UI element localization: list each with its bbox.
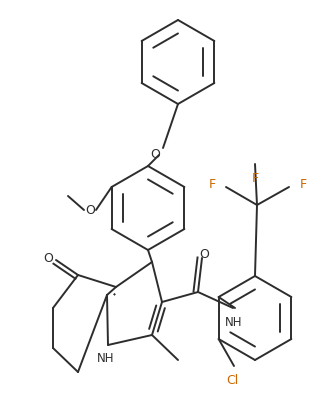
Text: F: F <box>251 172 259 184</box>
Text: Cl: Cl <box>226 373 238 387</box>
Text: O: O <box>199 247 209 261</box>
Text: O: O <box>150 148 160 162</box>
Text: F: F <box>299 178 307 192</box>
Text: F: F <box>208 178 215 192</box>
Text: O: O <box>43 251 53 265</box>
Text: NH: NH <box>97 352 115 365</box>
Text: NH: NH <box>225 316 243 328</box>
Text: O: O <box>85 203 95 217</box>
